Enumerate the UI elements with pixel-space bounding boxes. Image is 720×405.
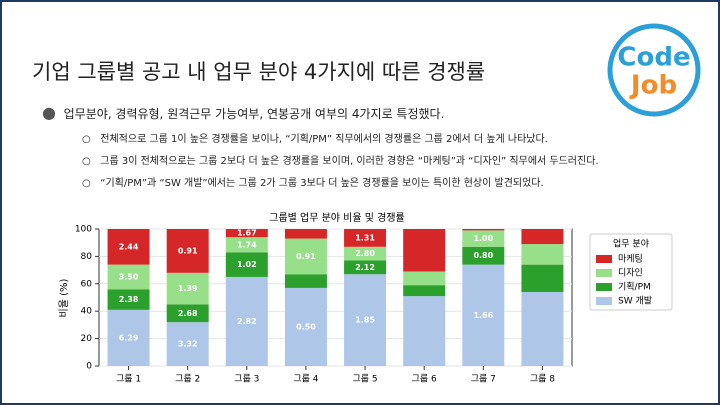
bar-segment [521, 264, 564, 293]
bar-segment [284, 274, 327, 288]
x-tick-label: 그룹 7 [471, 374, 496, 385]
logo-ring [607, 23, 701, 117]
bar-segment [462, 264, 505, 366]
data-label: 1.00 [473, 234, 493, 243]
bar-segment [225, 237, 268, 253]
bar-segment [521, 229, 564, 245]
bar-segment [107, 309, 150, 366]
data-label: 0.91 [178, 246, 198, 255]
bar-segment [284, 238, 327, 275]
x-tick-label: 그룹 2 [175, 374, 200, 385]
legend-swatch [596, 297, 612, 305]
data-label: 2.44 [119, 242, 139, 251]
data-label: 1.39 [178, 284, 198, 293]
bar-segment [284, 287, 327, 366]
data-label: 0.50 [296, 322, 316, 331]
bar-segment [344, 260, 387, 275]
chart-title: 그룹별 업무 분야 비율 및 경쟁률 [269, 211, 405, 224]
data-label: 2.80 [355, 249, 375, 258]
data-label: 1.85 [355, 316, 375, 325]
slide-title: 기업 그룹별 공고 내 업무 분야 4가지에 따른 경쟁률 [32, 60, 486, 84]
bar-segment [284, 229, 327, 239]
bar-segment [107, 289, 150, 310]
data-label: 0.80 [473, 251, 493, 260]
bar-segment [166, 304, 209, 323]
data-label: 2.68 [178, 309, 198, 318]
data-label: 3.50 [119, 272, 139, 281]
data-label: 2.12 [355, 263, 375, 272]
legend-title: 업무 분야 [613, 239, 649, 250]
data-label: 3.32 [178, 340, 198, 349]
y-tick-label: 0 [86, 362, 92, 372]
x-tick-label: 그룹 6 [412, 374, 437, 385]
bullet-text: 업무분야, 경력유형, 원격근무 가능여부, 연봉공개 여부의 4가지로 특정했… [63, 107, 445, 121]
data-label: 1.31 [355, 233, 375, 242]
sub-text: 그룹 3이 전체적으로는 그룹 2보다 더 높은 경쟁률을 보이며, 이러한 경… [100, 156, 599, 167]
legend-label: 기획/PM [618, 281, 651, 293]
bar-segment [225, 229, 268, 238]
bar-segment [166, 229, 209, 273]
bar-segment [462, 230, 505, 247]
sub-text: 전체적으로 그룹 1이 높은 경쟁률을 보이나, “기획/PM” 직무에서의 경… [100, 134, 548, 145]
data-label: 2.38 [119, 295, 139, 304]
legend-swatch [596, 255, 612, 263]
legend-swatch [596, 269, 612, 277]
bar-segment [166, 322, 209, 366]
bar-segment [521, 292, 564, 366]
bar-segment [107, 229, 150, 265]
y-axis-label: 비율 (%) [58, 278, 70, 317]
legend-label: SW 개발 [618, 296, 652, 307]
x-tick-label: 그룹 1 [116, 374, 141, 385]
bar-segment [403, 271, 446, 286]
bar-segment [166, 272, 209, 305]
x-tick-label: 그룹 4 [293, 374, 318, 385]
bar-segment [225, 252, 268, 277]
sub-bullet: ○ “기획/PM”과 “SW 개발”에서는 그룹 2가 그룹 3보다 더 높은 … [82, 178, 544, 189]
sub-text: “기획/PM”과 “SW 개발”에서는 그룹 2가 그룹 3보다 더 높은 경쟁… [100, 178, 544, 189]
data-label: 1.67 [237, 229, 257, 238]
bar-segment [403, 285, 446, 297]
bar-segment [344, 229, 387, 247]
y-tick-label: 60 [81, 279, 93, 289]
bar-segment [403, 229, 446, 272]
data-label: 1.66 [473, 311, 493, 320]
logo: Code Job [607, 23, 701, 117]
bar-segment [521, 244, 564, 265]
data-label: 0.91 [296, 252, 316, 261]
x-tick-label: 그룹 5 [352, 374, 377, 385]
data-label: 2.82 [237, 317, 257, 326]
bar-segment [462, 246, 505, 265]
bullet: ● 업무분야, 경력유형, 원격근무 가능여부, 연봉공개 여부의 4가지로 특… [42, 103, 445, 122]
legend-label: 디자인 [618, 268, 643, 279]
bar-segment [344, 246, 387, 261]
legend-label: 마케팅 [618, 254, 643, 265]
bar-segment [107, 264, 150, 290]
y-tick-label: 80 [81, 252, 93, 262]
bar-segment [225, 276, 268, 366]
y-tick-label: 100 [75, 225, 92, 235]
data-label: 6.29 [119, 333, 139, 342]
bar-segment [344, 274, 387, 366]
x-tick-label: 그룹 8 [530, 374, 555, 385]
data-label: 1.74 [237, 240, 257, 249]
y-tick-label: 40 [81, 307, 93, 317]
bar-segment [462, 229, 505, 231]
data-label: 1.02 [237, 260, 257, 269]
sub-bullet: ○ 전체적으로 그룹 1이 높은 경쟁률을 보이나, “기획/PM” 직무에서의… [82, 134, 548, 145]
logo-text: Job [629, 71, 677, 101]
sub-bullet: ○ 그룹 3이 전체적으로는 그룹 2보다 더 높은 경쟁률을 보이며, 이러한… [82, 156, 599, 167]
bar-segment [403, 296, 446, 366]
legend-swatch [596, 283, 612, 291]
y-tick-label: 20 [81, 334, 93, 344]
logo-text: Code [617, 43, 690, 73]
x-tick-label: 그룹 3 [234, 374, 259, 385]
